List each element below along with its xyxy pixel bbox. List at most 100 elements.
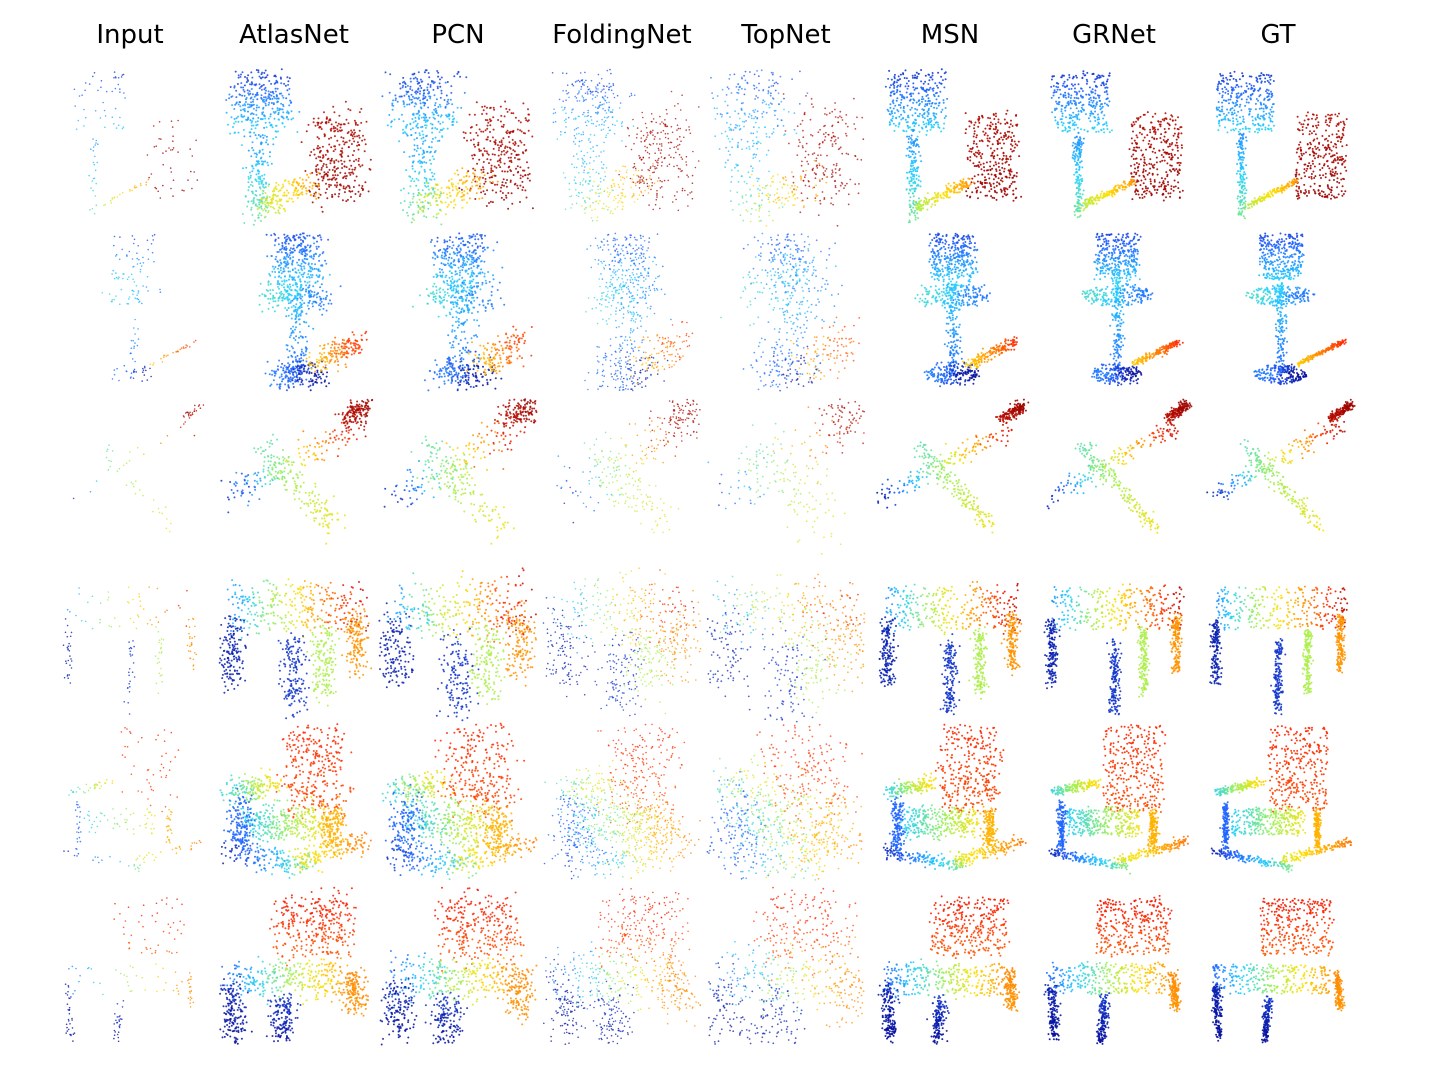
point-cloud-render — [708, 886, 865, 1045]
point-cloud-floor-lamp-grnet — [1032, 230, 1196, 394]
point-cloud-render — [1215, 70, 1348, 220]
point-cloud-lamp-with-panel-msn — [868, 66, 1032, 230]
point-cloud-render — [884, 68, 1023, 224]
column-header-input: Input — [48, 18, 212, 52]
point-cloud-render — [914, 232, 1018, 388]
point-cloud-chair-msn — [868, 884, 1032, 1048]
point-cloud-rocking-chair-pcn — [376, 720, 540, 884]
point-cloud-render — [73, 71, 199, 215]
column-header-grnet: GRNet — [1032, 18, 1196, 52]
point-cloud-render — [258, 232, 368, 392]
point-cloud-rocking-chair-input — [48, 720, 212, 884]
point-cloud-render — [1050, 70, 1184, 219]
point-cloud-render — [379, 886, 538, 1046]
point-cloud-render — [878, 580, 1023, 716]
point-cloud-render — [707, 398, 865, 555]
point-cloud-render — [72, 404, 205, 533]
point-cloud-render — [64, 897, 195, 1043]
point-cloud-render — [219, 723, 372, 879]
point-cloud-render — [551, 68, 700, 222]
point-cloud-lamp-with-panel-pcn — [376, 66, 540, 230]
point-cloud-render — [1046, 398, 1193, 534]
column-header-gt: GT — [1196, 18, 1360, 52]
point-cloud-render — [225, 68, 372, 226]
point-cloud-airplane-foldingnet — [540, 396, 704, 560]
point-cloud-rocking-chair-atlasnet — [212, 720, 376, 884]
point-cloud-render — [381, 69, 534, 226]
point-cloud-floor-lamp-pcn — [376, 230, 540, 394]
point-cloud-chair-topnet — [704, 884, 868, 1048]
point-cloud-table-msn — [868, 562, 1032, 726]
point-cloud-table-gt — [1196, 562, 1360, 726]
point-cloud-render — [556, 398, 701, 534]
point-cloud-render — [710, 69, 865, 227]
point-cloud-render — [543, 723, 701, 880]
column-header-pcn: PCN — [376, 18, 540, 52]
point-cloud-render — [1210, 897, 1346, 1044]
point-cloud-render — [218, 578, 373, 720]
column-header-atlasnet: AtlasNet — [212, 18, 376, 52]
point-cloud-render — [1208, 585, 1349, 716]
column-header-topnet: TopNet — [704, 18, 868, 52]
point-cloud-floor-lamp-topnet — [704, 230, 868, 394]
point-cloud-lamp-with-panel-input — [48, 66, 212, 230]
point-cloud-rocking-chair-gt — [1196, 720, 1360, 884]
point-cloud-render — [542, 567, 702, 717]
point-cloud-render — [584, 232, 694, 392]
point-cloud-render — [383, 398, 538, 545]
point-cloud-chair-input — [48, 884, 212, 1048]
column-header-foldingnet: FoldingNet — [540, 18, 704, 52]
point-cloud-rocking-chair-foldingnet — [540, 720, 704, 884]
point-cloud-floor-lamp-atlasnet — [212, 230, 376, 394]
point-cloud-render — [876, 398, 1030, 534]
point-cloud-table-grnet — [1032, 562, 1196, 726]
point-cloud-render — [1043, 894, 1182, 1045]
point-cloud-rocking-chair-grnet — [1032, 720, 1196, 884]
point-cloud-render — [706, 723, 863, 881]
point-cloud-airplane-atlasnet — [212, 396, 376, 560]
point-cloud-render — [1043, 583, 1185, 716]
point-cloud-airplane-topnet — [704, 396, 868, 560]
point-cloud-render — [543, 888, 702, 1045]
point-cloud-render — [378, 567, 537, 722]
point-cloud-render — [101, 233, 197, 382]
point-cloud-lamp-with-panel-grnet — [1032, 66, 1196, 230]
point-cloud-floor-lamp-input — [48, 230, 212, 394]
column-header-msn: MSN — [868, 18, 1032, 52]
point-cloud-render — [1048, 724, 1189, 875]
point-cloud-floor-lamp-gt — [1196, 230, 1360, 394]
point-cloud-chair-atlasnet — [212, 884, 376, 1048]
point-cloud-lamp-with-panel-atlasnet — [212, 66, 376, 230]
point-cloud-lamp-with-panel-topnet — [704, 66, 868, 230]
point-cloud-render — [381, 722, 538, 881]
point-cloud-render — [1206, 398, 1356, 532]
point-cloud-chair-pcn — [376, 884, 540, 1048]
point-cloud-rocking-chair-msn — [868, 720, 1032, 884]
point-cloud-render — [1210, 725, 1353, 873]
point-cloud-render — [62, 586, 198, 715]
point-cloud-render — [411, 232, 533, 392]
point-cloud-airplane-msn — [868, 396, 1032, 560]
point-cloud-lamp-with-panel-gt — [1196, 66, 1360, 230]
point-cloud-table-topnet — [704, 562, 868, 726]
point-cloud-table-pcn — [376, 562, 540, 726]
point-cloud-render — [706, 573, 866, 723]
point-cloud-render — [877, 895, 1021, 1045]
point-cloud-render — [882, 723, 1027, 871]
point-cloud-airplane-pcn — [376, 396, 540, 560]
point-cloud-render — [219, 886, 369, 1045]
point-cloud-table-input — [48, 562, 212, 726]
point-cloud-chair-grnet — [1032, 884, 1196, 1048]
point-cloud-floor-lamp-msn — [868, 230, 1032, 394]
point-cloud-chair-foldingnet — [540, 884, 704, 1048]
point-cloud-floor-lamp-foldingnet — [540, 230, 704, 394]
point-cloud-render — [1081, 232, 1184, 387]
point-cloud-lamp-with-panel-foldingnet — [540, 66, 704, 230]
point-cloud-render — [1245, 232, 1347, 386]
point-cloud-render — [63, 727, 202, 873]
point-cloud-airplane-input — [48, 396, 212, 560]
point-cloud-table-foldingnet — [540, 562, 704, 726]
point-cloud-table-atlasnet — [212, 562, 376, 726]
point-cloud-airplane-gt — [1196, 396, 1360, 560]
